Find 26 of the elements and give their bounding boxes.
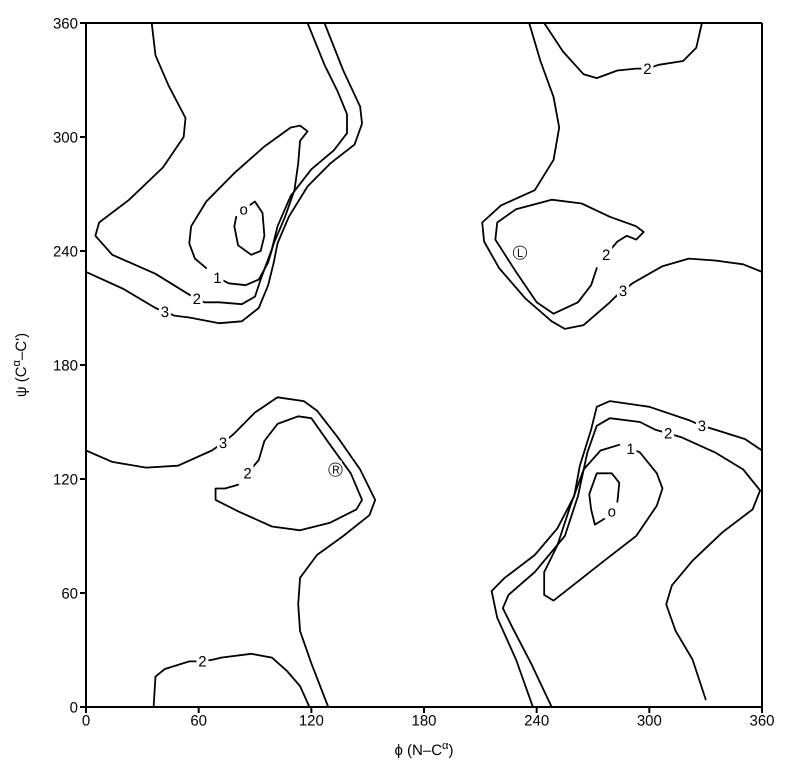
line-series bbox=[188, 124, 308, 287]
annotation: Ⓛ bbox=[512, 245, 528, 262]
x-tick-label: 240 bbox=[524, 712, 550, 730]
x-tick-label: 180 bbox=[411, 712, 437, 730]
x-tick-label: 360 bbox=[749, 712, 775, 730]
annotation: 1 bbox=[626, 440, 635, 458]
y-tick-label: 180 bbox=[52, 357, 78, 374]
line-series bbox=[588, 472, 620, 526]
y-tick-label: 360 bbox=[52, 15, 78, 32]
x-axis-title: ϕ (N–C$^{α}$) bbox=[394, 740, 454, 759]
annotation: 1 bbox=[213, 270, 222, 287]
y-tick-label: 60 bbox=[61, 585, 78, 602]
annotation: o bbox=[240, 201, 248, 218]
annotation: Ⓡ bbox=[328, 462, 344, 479]
y-tick-label: 300 bbox=[52, 129, 78, 146]
line-series bbox=[494, 198, 645, 315]
y-tick-label: 240 bbox=[52, 243, 78, 260]
line-series bbox=[233, 200, 266, 256]
x-tick-label: 300 bbox=[636, 712, 662, 730]
x-tick-label: 120 bbox=[298, 712, 324, 730]
line-series bbox=[214, 415, 363, 532]
x-tick-label: 0 bbox=[82, 712, 90, 730]
y-tick-label: 0 bbox=[70, 699, 78, 716]
y-tick-label: 120 bbox=[52, 471, 78, 488]
x-tick-label: 60 bbox=[190, 712, 208, 730]
annotation: 2 bbox=[243, 466, 252, 483]
